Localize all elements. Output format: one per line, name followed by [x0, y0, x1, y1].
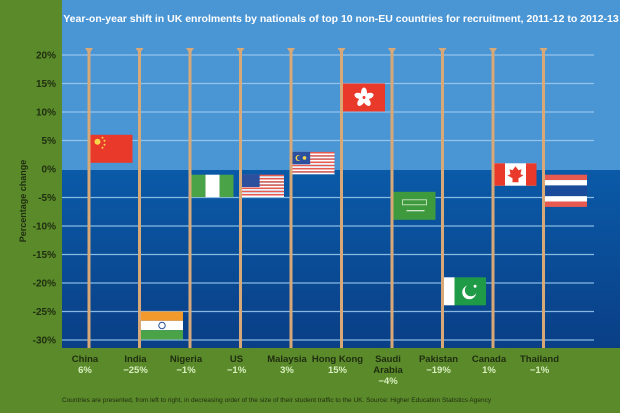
footnote: Countries are presented, from left to ri…: [62, 397, 492, 404]
hong-kong-flag: [343, 83, 385, 112]
value-label: −1%: [530, 365, 550, 376]
pole-finial: [388, 48, 396, 54]
pole-finial: [186, 48, 194, 54]
y-tick-label: -5%: [38, 193, 56, 204]
pole-finial: [236, 48, 245, 54]
china-flag: [90, 134, 133, 163]
pole-finial: [539, 48, 548, 54]
value-label: −19%: [426, 365, 451, 376]
value-label: 6%: [78, 365, 92, 376]
malaysia-flag: [292, 151, 335, 175]
us-flag: [242, 174, 284, 198]
saudi-arabia-flag: [393, 191, 436, 220]
gridlines: [62, 54, 594, 341]
category-label: Arabia: [373, 365, 403, 376]
nigeria-flag: [191, 174, 234, 198]
pakistan-flag: [444, 277, 486, 306]
flags: [90, 83, 587, 340]
value-label: 1%: [482, 365, 496, 376]
pole-finial: [85, 48, 93, 54]
y-tick-label: -10%: [33, 222, 56, 233]
value-label: 3%: [280, 365, 294, 376]
pole-finial: [489, 48, 497, 54]
value-label: −25%: [123, 365, 148, 376]
category-label: India: [124, 354, 147, 365]
india-flag: [141, 311, 183, 340]
value-label: −1%: [176, 365, 196, 376]
category-label: Hong Kong: [312, 354, 363, 365]
value-label: −1%: [227, 365, 247, 376]
pole-finial: [438, 48, 447, 54]
value-label: 15%: [328, 365, 348, 376]
category-label: Malaysia: [267, 354, 307, 365]
y-tick-label: 20%: [36, 51, 56, 62]
category-label: Thailand: [520, 354, 559, 365]
category-label: US: [230, 354, 243, 365]
category-label: China: [72, 354, 99, 365]
flag-poles: [85, 48, 548, 348]
pole-finial: [337, 48, 346, 54]
y-tick-label: 15%: [36, 79, 56, 90]
value-label: −4%: [378, 376, 398, 387]
y-tick-label: -30%: [33, 336, 56, 347]
y-tick-label: -25%: [33, 307, 56, 318]
y-tick-label: -15%: [33, 250, 56, 261]
pole-finial: [135, 48, 144, 54]
canada-flag: [494, 163, 537, 186]
y-tick-label: 0%: [42, 165, 57, 176]
category-labels: China6%India−25%Nigeria−1%US−1%Malaysia3…: [72, 354, 559, 387]
category-label: Nigeria: [170, 354, 203, 365]
y-tick-label: 5%: [42, 136, 57, 147]
y-tick-label: -20%: [33, 279, 56, 290]
category-label: Canada: [472, 354, 507, 365]
y-tick-label: 10%: [36, 108, 56, 119]
chart-title: Year-on-year shift in UK enrolments by n…: [63, 13, 619, 25]
category-label: Saudi: [375, 354, 401, 365]
category-label: Pakistan: [419, 354, 458, 365]
y-axis-ticks: 20% 15% 10% 5% 0% -5% -10% -15% -20% -25% -30%: [33, 51, 56, 347]
y-axis-label: Percentage change: [18, 160, 28, 243]
pole-finial: [287, 48, 295, 54]
thailand-flag: [545, 174, 587, 207]
